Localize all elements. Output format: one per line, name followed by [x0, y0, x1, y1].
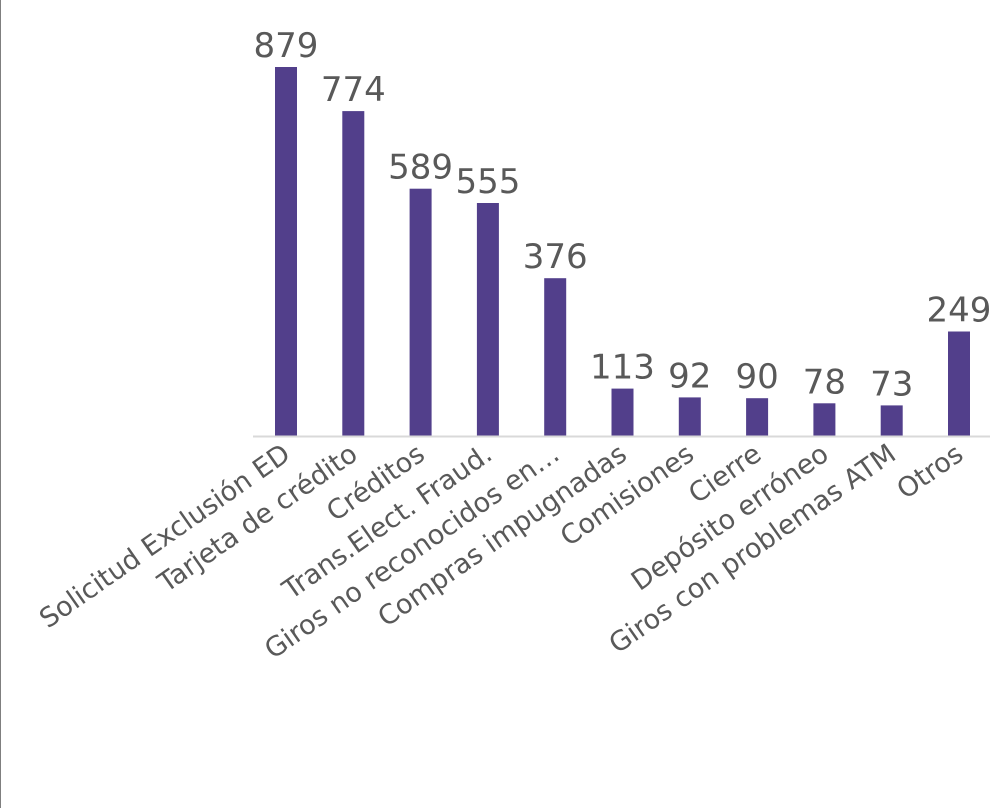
- value-label-8: 78: [803, 362, 846, 402]
- value-label-0: 879: [254, 26, 319, 66]
- bar-10: [948, 331, 970, 436]
- category-label-10: Otros: [891, 438, 969, 505]
- value-label-7: 90: [735, 357, 778, 397]
- frame-left-border: [0, 0, 1, 808]
- value-label-6: 92: [668, 356, 711, 396]
- value-label-1: 774: [321, 70, 386, 110]
- bar-2: [409, 188, 432, 436]
- value-label-9: 73: [870, 364, 913, 404]
- bar-6: [678, 397, 701, 436]
- bar-7: [746, 398, 769, 436]
- bar-1: [342, 111, 365, 436]
- value-label-10: 249: [927, 291, 992, 331]
- bars-group: [275, 67, 970, 436]
- bar-0: [275, 67, 297, 436]
- bar-5: [611, 388, 634, 436]
- bar-8: [813, 403, 836, 436]
- bar-4: [544, 278, 567, 436]
- value-label-5: 113: [590, 348, 655, 388]
- value-label-2: 589: [388, 148, 453, 188]
- bar-3: [476, 203, 499, 436]
- value-label-3: 555: [455, 162, 520, 202]
- bar-9: [880, 405, 903, 436]
- value-label-4: 376: [523, 237, 588, 277]
